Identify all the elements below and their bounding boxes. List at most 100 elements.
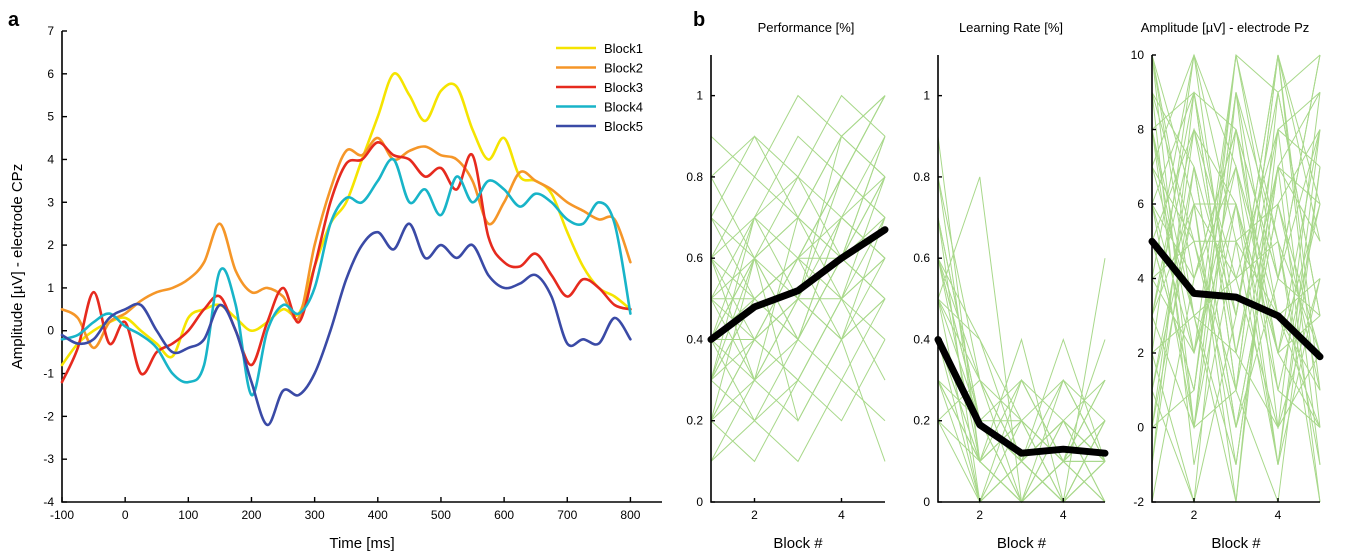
panel-a-xtick-label: 600 (494, 508, 514, 522)
panel-b1-ytick-label: 1 (696, 89, 703, 103)
panel-a-ytick-label: -1 (43, 367, 54, 381)
panel-b2-subject-line (937, 217, 1106, 504)
panel-b2-subject-line (937, 339, 1106, 463)
panel-a-ytick-label: 0 (47, 324, 54, 338)
panel-a-xtick-label: 500 (431, 508, 451, 522)
panel-a-xlabel: Time [ms] (329, 535, 394, 552)
legend-label-block5: Block5 (604, 119, 643, 134)
panel-b2-subject-line (937, 217, 1106, 503)
panel-b2-mean-line (934, 336, 1109, 457)
panel-b2-subject-line (937, 217, 1106, 503)
panel-a-xtick-label: 0 (122, 508, 129, 522)
panel-a-xtick-label: -100 (50, 508, 74, 522)
panel-b2-subject-line (937, 339, 1106, 463)
panel-b3-subject-line (1151, 54, 1321, 504)
panel-b2-xlabel: Block # (997, 535, 1047, 552)
panel-a-ytick-label: 7 (47, 24, 54, 38)
panel-a-ylabel: Amplitude [µV] - electrode CPz (9, 164, 26, 369)
panel-b3-xtick-label: 2 (1191, 508, 1198, 522)
panel-b1-ytick-label: 0.8 (686, 170, 703, 184)
panel-b3-subject-line (1151, 92, 1321, 465)
panel-b3-ytick-label: 4 (1137, 272, 1144, 286)
panel-a-ytick-label: 4 (47, 152, 54, 166)
panel-b2-ytick-label: 0.8 (913, 170, 930, 184)
panel-b2-xtick-label: 2 (976, 508, 983, 522)
panel-b2-subject-line (937, 258, 1106, 463)
panel-b1-subject-line (710, 176, 886, 300)
panel-a-ytick-label: 2 (47, 238, 54, 252)
panel-b1-ytick-label: 0.4 (686, 332, 703, 346)
series-line-block5 (60, 222, 632, 427)
panel-a-ytick-label: -4 (43, 495, 54, 509)
panel-b1-subject-line (710, 176, 886, 381)
series-line-block2 (60, 136, 632, 350)
panel-b1-title: Performance [%] (758, 20, 855, 35)
panel-a-chart: -4 -3 -2 -1 0 1 2 3 4 5 6 7 -100 0 100 200 300 400 500 600 7… (9, 24, 662, 552)
panel-a-axes (61, 31, 662, 503)
legend-label-block1: Block1 (604, 41, 643, 56)
panel-b2-ytick-label: 0 (923, 495, 930, 509)
panel-b1-subject-line (710, 94, 886, 178)
panel-b3-xtick-label: 4 (1275, 508, 1282, 522)
panel-b3-ytick-label: 0 (1137, 421, 1144, 435)
panel-b3-subject-line (1151, 92, 1321, 465)
panel-b2-subject-line (937, 257, 1106, 463)
panel-b1-subject-line (710, 135, 886, 382)
panel-a-xtick-label: 100 (178, 508, 198, 522)
panel-b3-ytick-label: 8 (1137, 123, 1144, 137)
panel-b1-subject-line (710, 379, 886, 463)
panel-a-xtick-label: 400 (368, 508, 388, 522)
panel-b2-ytick-label: 0.4 (913, 332, 930, 346)
panel-b1-ytick-label: 0.2 (686, 414, 703, 428)
panel-b-learning-rate-chart: Learning Rate [%] 0 0.2 0.4 0.6 0.8 1 2 4 Block # (913, 20, 1109, 552)
series-line-block1 (60, 72, 632, 367)
panel-b1-subject-line (710, 136, 886, 260)
panel-b1-subject-line (710, 94, 886, 218)
panel-b1-ytick-label: 0.6 (686, 251, 703, 265)
panel-b-amplitude-pz-chart: Amplitude [µV] - electrode Pz -2 0 2 4 6 8 10 2 4… (1131, 20, 1324, 552)
panel-b3-subject-line (1151, 129, 1321, 465)
panel-b-performance-chart: Performance [%] 0 0.2 0.4 0.6 0.8 1 2 4 Block # (686, 20, 889, 552)
panel-b3-xlabel: Block # (1211, 535, 1261, 552)
panel-b3-ytick-label: 2 (1137, 346, 1144, 360)
legend-label-block2: Block2 (604, 61, 643, 76)
panel-b3-mean-line (1148, 237, 1324, 361)
panel-b3-ytick-label: 6 (1137, 197, 1144, 211)
panel-b2-ytick-label: 0.6 (913, 251, 930, 265)
panel-a-letter: a (8, 9, 20, 31)
panel-a-ytick-label: 3 (47, 195, 54, 209)
panel-a-ytick-label: 1 (47, 281, 54, 295)
panel-b1-subject-line (710, 136, 886, 260)
panel-b3-title: Amplitude [µV] - electrode Pz (1141, 20, 1310, 35)
panel-b2-subject-line (937, 136, 1106, 503)
panel-b3-subject-line (1151, 128, 1321, 428)
panel-b1-xlabel: Block # (773, 535, 823, 552)
panel-b1-xtick-label: 2 (751, 508, 758, 522)
panel-b1-mean-line (707, 226, 889, 343)
panel-b3-ytick-label: 10 (1131, 48, 1145, 62)
panel-a-ytick-label: -3 (43, 452, 54, 466)
panel-b2-title: Learning Rate [%] (959, 20, 1063, 35)
panel-b1-ytick-label: 0 (696, 495, 703, 509)
panel-b1-subject-line (710, 256, 886, 462)
panel-a-ytick-label: 6 (47, 67, 54, 81)
panel-b3-ytick-label: -2 (1133, 495, 1144, 509)
panel-b1-axes (710, 55, 885, 503)
panel-a-xtick-label: 800 (620, 508, 640, 522)
panel-a-xtick-label: 300 (305, 508, 325, 522)
panel-b3-subject-line (1151, 54, 1321, 429)
panel-b3-subject-line (1151, 91, 1321, 317)
panel-a-xtick-label: 700 (557, 508, 577, 522)
panel-b1-subject-line (710, 176, 886, 340)
panel-b2-ytick-label: 0.2 (913, 414, 930, 428)
legend-label-block4: Block4 (604, 100, 643, 115)
panel-b3-subject-line (1151, 92, 1321, 428)
panel-b-letter: b (693, 9, 705, 31)
panel-b2-subject-line (937, 337, 1106, 503)
series-line-block3 (60, 141, 632, 384)
panel-a-xtick-label: 200 (241, 508, 261, 522)
series-line-block4 (60, 157, 632, 397)
panel-b1-subject-line (710, 339, 886, 463)
panel-b2-xtick-label: 4 (1060, 508, 1067, 522)
